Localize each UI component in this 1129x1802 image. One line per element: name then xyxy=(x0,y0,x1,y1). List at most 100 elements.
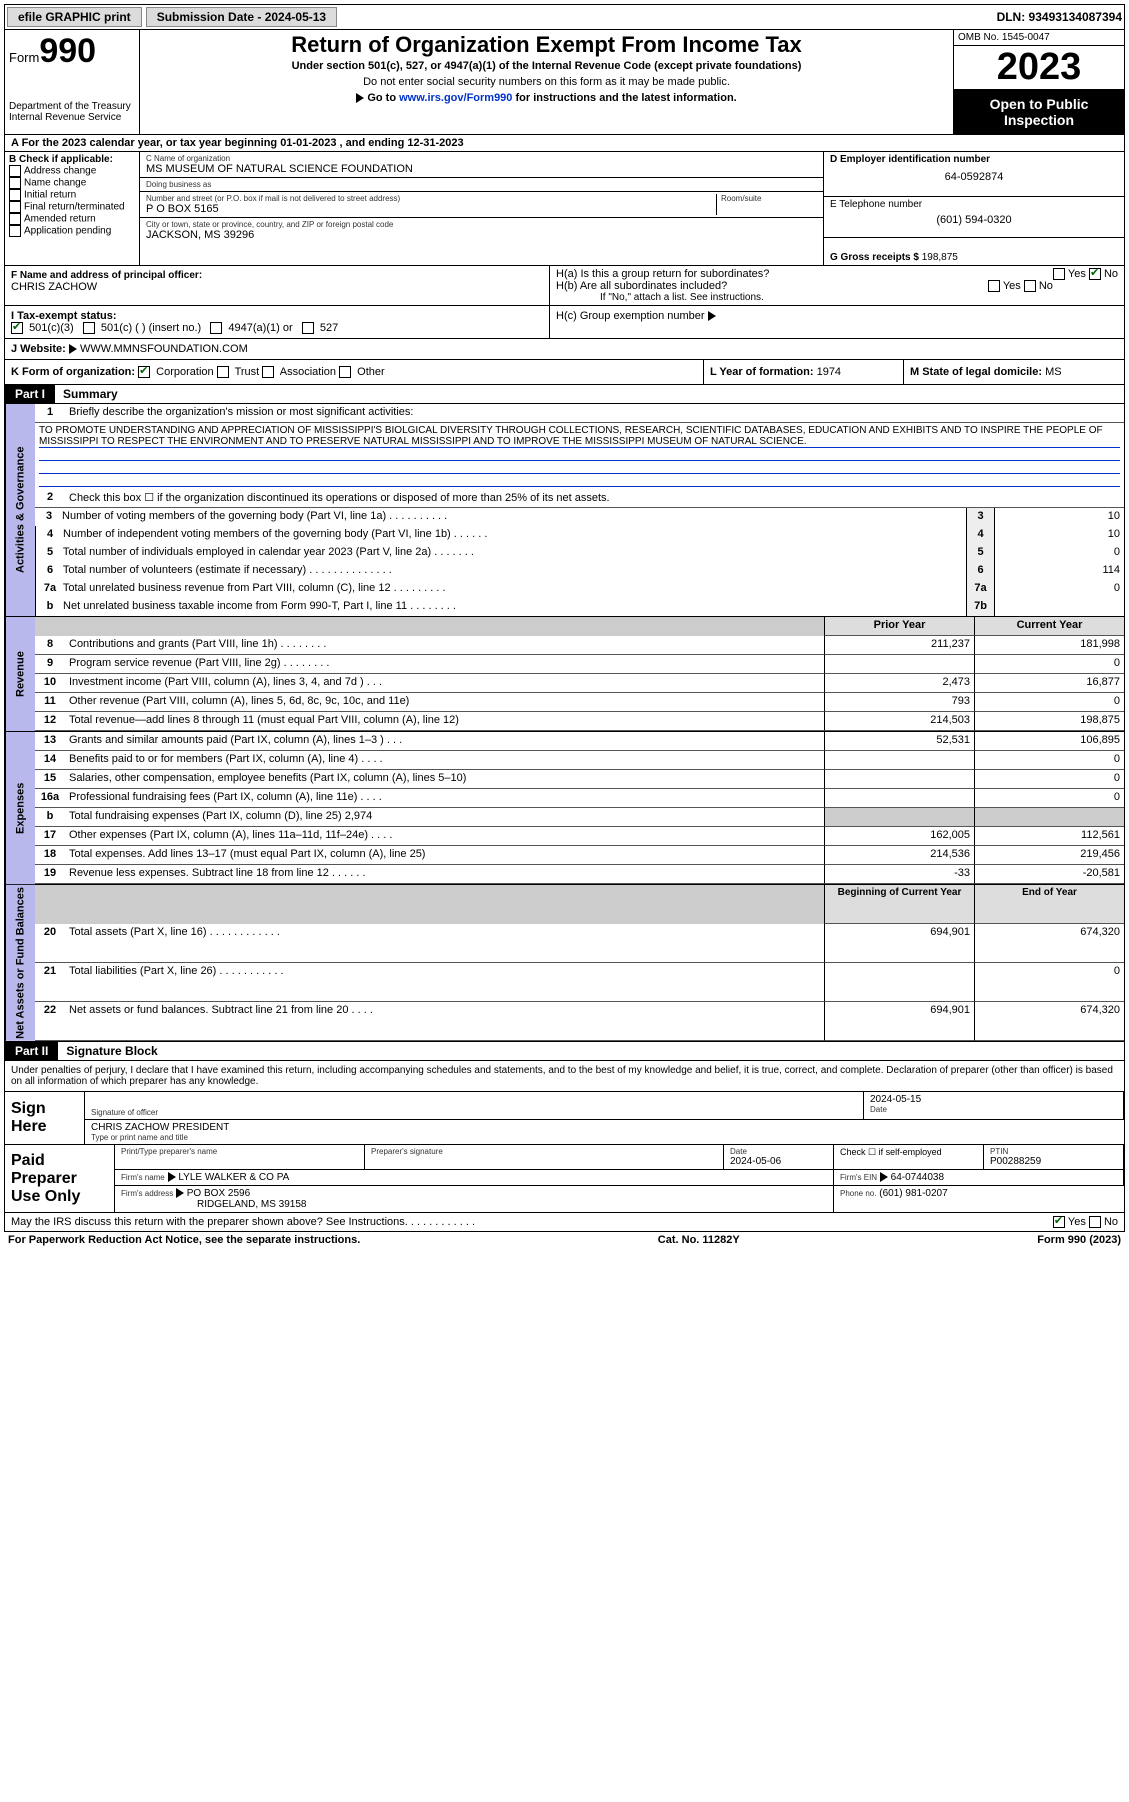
lineb-desc: Total fundraising expenses (Part IX, col… xyxy=(65,808,824,827)
row-ij: I Tax-exempt status: 501(c)(3) 501(c) ( … xyxy=(4,306,1125,339)
line18-prior: 214,536 xyxy=(824,846,974,865)
lineb-current xyxy=(974,808,1124,827)
firm-addr-label: Firm's address xyxy=(121,1189,173,1198)
line5-ref: 5 xyxy=(966,544,994,562)
line14-num: 14 xyxy=(35,751,65,770)
line17-current: 112,561 xyxy=(974,827,1124,846)
hdr-current-year: Current Year xyxy=(974,617,1124,636)
ptin-label: PTIN xyxy=(990,1147,1117,1156)
summary-table-exp: Expenses 13Grants and similar amounts pa… xyxy=(4,732,1125,885)
org-address: P O BOX 5165 xyxy=(146,203,712,215)
summary-table-ag: Activities & Governance 1 Briefly descri… xyxy=(4,404,1125,617)
check-final-return[interactable]: Final return/terminated xyxy=(9,201,135,213)
preparer-date: 2024-05-06 xyxy=(730,1156,827,1167)
line13-current: 106,895 xyxy=(974,732,1124,751)
line6-value: 114 xyxy=(994,562,1124,580)
line12-desc: Total revenue—add lines 8 through 11 (mu… xyxy=(65,712,824,731)
f-officer-label: F Name and address of principal officer: xyxy=(11,270,543,281)
line4-value: 10 xyxy=(994,526,1124,544)
open-public-label: Open to Public Inspection xyxy=(954,90,1124,134)
check-501c[interactable] xyxy=(83,322,95,334)
check-address-change[interactable]: Address change xyxy=(9,165,135,177)
check-association[interactable] xyxy=(262,366,274,378)
irs-link[interactable]: www.irs.gov/Form990 xyxy=(399,92,512,104)
website-value: WWW.MMNSFOUNDATION.COM xyxy=(80,343,248,355)
line13-desc: Grants and similar amounts paid (Part IX… xyxy=(65,732,824,751)
column-b-checks: B Check if applicable: Address change Na… xyxy=(5,152,140,265)
check-name-change[interactable]: Name change xyxy=(9,177,135,189)
c-room-label: Room/suite xyxy=(721,194,817,203)
check-4947[interactable] xyxy=(210,322,222,334)
subtitle-2: Do not enter social security numbers on … xyxy=(146,76,947,88)
subtitle-1: Under section 501(c), 527, or 4947(a)(1)… xyxy=(146,60,947,72)
line10-prior: 2,473 xyxy=(824,674,974,693)
part2-title: Signature Block xyxy=(58,1044,157,1058)
line16a-num: 16a xyxy=(35,789,65,808)
mission-text: TO PROMOTE UNDERSTANDING AND APPRECIATIO… xyxy=(35,423,1124,489)
line11-prior: 793 xyxy=(824,693,974,712)
column-c-org: C Name of organization MS MUSEUM OF NATU… xyxy=(140,152,824,265)
line2-text: Check this box ☐ if the organization dis… xyxy=(65,489,1124,508)
hb-no-check[interactable] xyxy=(1024,280,1036,292)
org-city: JACKSON, MS 39296 xyxy=(146,229,817,241)
line11-num: 11 xyxy=(35,693,65,712)
check-527[interactable] xyxy=(302,322,314,334)
line3-ref: 3 xyxy=(966,508,994,526)
hb-note: If "No," attach a list. See instructions… xyxy=(556,292,1118,303)
ha-group-return: H(a) Is this a group return for subordin… xyxy=(556,268,1118,280)
discuss-yes-check[interactable] xyxy=(1053,1216,1065,1228)
arrow-icon-3 xyxy=(69,344,77,354)
line21-current: 0 xyxy=(974,963,1124,1002)
line12-current: 198,875 xyxy=(974,712,1124,731)
firm-address: PO BOX 2596 xyxy=(187,1188,250,1199)
hb-yes-check[interactable] xyxy=(988,280,1000,292)
preparer-sig-label: Preparer's signature xyxy=(371,1147,717,1156)
section-bcd: B Check if applicable: Address change Na… xyxy=(4,152,1125,266)
part1-header-row: Part I Summary xyxy=(4,385,1125,404)
ptin-value: P00288259 xyxy=(990,1156,1117,1167)
lineb-desc: b Net unrelated business taxable income … xyxy=(35,598,966,616)
ha-no-check[interactable] xyxy=(1089,268,1101,280)
efile-button[interactable]: efile GRAPHIC print xyxy=(7,7,142,27)
check-application-pending[interactable]: Application pending xyxy=(9,225,135,237)
line15-desc: Salaries, other compensation, employee b… xyxy=(65,770,824,789)
dept-label: Department of the Treasury Internal Reve… xyxy=(9,101,135,123)
discuss-text: May the IRS discuss this return with the… xyxy=(11,1216,475,1228)
line16a-prior xyxy=(824,789,974,808)
line4-desc: 4 Number of independent voting members o… xyxy=(35,526,966,544)
gross-receipts-value: 198,875 xyxy=(922,252,958,263)
line19-num: 19 xyxy=(35,865,65,884)
officer-name: CHRIS ZACHOW xyxy=(11,281,543,293)
org-name: MS MUSEUM OF NATURAL SCIENCE FOUNDATION xyxy=(146,163,817,175)
check-501c3[interactable] xyxy=(11,322,23,334)
line18-desc: Total expenses. Add lines 13–17 (must eq… xyxy=(65,846,824,865)
line20-desc: Total assets (Part X, line 16) . . . . .… xyxy=(65,924,824,963)
paid-preparer-label: Paid Preparer Use Only xyxy=(5,1145,115,1212)
check-amended-return[interactable]: Amended return xyxy=(9,213,135,225)
row-klm: K Form of organization: Corporation Trus… xyxy=(4,360,1125,385)
part2-header-row: Part II Signature Block xyxy=(4,1042,1125,1061)
firm-ein: 64-0744038 xyxy=(891,1172,944,1183)
line13-prior: 52,531 xyxy=(824,732,974,751)
discuss-row: May the IRS discuss this return with the… xyxy=(4,1213,1125,1232)
arrow-icon xyxy=(356,93,364,103)
row-fh: F Name and address of principal officer:… xyxy=(4,266,1125,306)
check-initial-return[interactable]: Initial return xyxy=(9,189,135,201)
line7a-ref: 7a xyxy=(966,580,994,598)
officer-signature-line[interactable] xyxy=(91,1094,857,1108)
submission-date-button[interactable]: Submission Date - 2024-05-13 xyxy=(146,7,337,27)
check-corporation[interactable] xyxy=(138,366,150,378)
part1-title: Summary xyxy=(55,387,118,401)
check-other[interactable] xyxy=(339,366,351,378)
empty-hdr-2 xyxy=(35,885,824,924)
summary-table-rev: Revenue Prior Year Current Year 8Contrib… xyxy=(4,617,1125,732)
line10-desc: Investment income (Part VIII, column (A)… xyxy=(65,674,824,693)
hb-subordinates: H(b) Are all subordinates included? Yes … xyxy=(556,280,1118,292)
line1-label: Briefly describe the organization's miss… xyxy=(65,404,1124,423)
ha-yes-check[interactable] xyxy=(1053,268,1065,280)
hdr-boy: Beginning of Current Year xyxy=(824,885,974,924)
check-trust[interactable] xyxy=(217,366,229,378)
line20-prior: 694,901 xyxy=(824,924,974,963)
discuss-no-check[interactable] xyxy=(1089,1216,1101,1228)
line4-ref: 4 xyxy=(966,526,994,544)
